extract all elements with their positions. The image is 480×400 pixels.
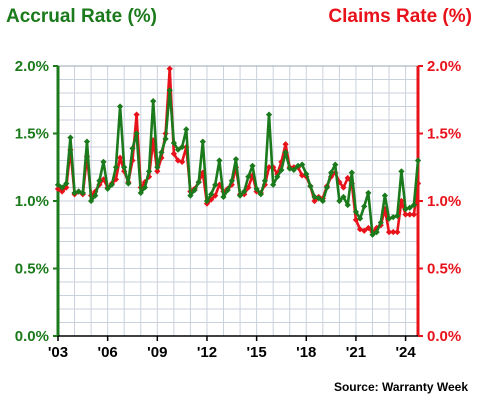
accrual-rate-point: [328, 169, 335, 176]
accrual-rate-point: [315, 195, 322, 202]
accrual-rate-point: [63, 180, 70, 187]
accrual-rate-point: [361, 203, 368, 210]
accrual-rate-point: [377, 219, 384, 226]
x-tick-label: '21: [346, 344, 366, 361]
accrual-rate-point: [414, 157, 422, 164]
accrual-rate-point: [166, 87, 173, 94]
accrual-rate-point: [357, 215, 364, 222]
accrual-rate-point: [183, 126, 190, 133]
accrual-rate-point: [162, 135, 169, 143]
accrual-rate-point: [129, 145, 136, 152]
accrual-rate-point: [365, 189, 372, 197]
accrual-rate-point: [199, 138, 206, 145]
accrual-rate-point: [79, 189, 86, 197]
right-y-tick-label: 0.0%: [427, 328, 461, 345]
right-y-tick-label: 0.5%: [427, 261, 461, 278]
accrual-rate-point: [100, 158, 107, 165]
accrual-rate-point: [59, 184, 66, 191]
accrual-rate-point: [170, 139, 178, 147]
claims-rate-point: [133, 111, 140, 118]
x-tick-label: '12: [197, 344, 217, 361]
accrual-rate-point: [104, 185, 111, 192]
claims-rate-point: [311, 197, 318, 205]
claims-rate-point: [116, 154, 124, 161]
accrual-rate-point: [236, 192, 244, 199]
left-y-tick-label: 1.5%: [15, 126, 49, 143]
accrual-rate-point: [261, 177, 269, 184]
accrual-rate-point: [257, 191, 264, 198]
accrual-rate-point: [112, 164, 120, 171]
claims-rate-point: [394, 228, 401, 236]
left-y-tick-label: 1.0%: [15, 193, 49, 210]
claims-rate-point: [406, 211, 413, 218]
right-y-tick-label: 1.5%: [427, 126, 461, 143]
accrual-rate-point: [191, 187, 198, 194]
accrual-rate-point: [87, 197, 95, 205]
accrual-rate-point: [299, 161, 306, 168]
accrual-rate-point: [150, 97, 157, 105]
accrual-rate-point: [249, 162, 256, 169]
claims-rate-point: [390, 228, 397, 236]
accrual-rate-point: [394, 212, 401, 219]
source-note: Source: Warranty Week: [333, 380, 468, 394]
accrual-rate-point: [348, 169, 355, 176]
accrual-rate-point: [195, 178, 202, 186]
accrual-rate-point: [116, 103, 124, 110]
accrual-rate-point: [398, 168, 405, 175]
accrual-rate-point: [216, 157, 223, 164]
left-y-tick-label: 0.5%: [15, 261, 49, 278]
right-axis-title: Claims Rate (%): [328, 6, 472, 27]
claims-rate-point: [402, 211, 409, 218]
accrual-rate-point: [83, 138, 91, 145]
accrual-rate-point: [232, 156, 240, 163]
accrual-rate-point: [336, 197, 343, 205]
right-y-tick-label: 1.0%: [427, 193, 461, 210]
claims-rate-point: [410, 211, 417, 218]
x-tick-label: '06: [98, 344, 118, 361]
accrual-rate-point: [303, 170, 310, 178]
claims-rate-point: [282, 141, 289, 148]
accrual-rate-point: [174, 146, 182, 153]
accrual-rate-point: [92, 192, 99, 199]
left-y-tick-label: 0.0%: [15, 328, 49, 345]
x-tick-label: '03: [48, 344, 68, 361]
accrual-rate-point: [67, 134, 74, 141]
accrual-rate-point: [265, 111, 273, 118]
x-tick-label: '15: [246, 344, 266, 361]
accrual-rate-point: [203, 197, 211, 205]
claims-rate-point: [170, 150, 178, 157]
accrual-rate-point: [307, 183, 314, 190]
claims-rate-point: [166, 65, 173, 72]
accrual-rate-point: [208, 191, 215, 198]
claims-rate-point: [58, 188, 66, 195]
accrual-rate-point: [381, 192, 389, 199]
accrual-rate-line: [57, 89, 420, 237]
x-tick-label: '18: [296, 344, 316, 361]
accrual-rate-point: [108, 181, 115, 188]
accrual-rate-point: [410, 201, 418, 209]
left-y-tick-label: 2.0%: [15, 58, 49, 75]
left-axis-title: Accrual Rate (%): [6, 6, 157, 27]
accrual-rate-point: [253, 185, 260, 192]
accrual-rate-point: [290, 166, 297, 174]
x-tick-label: '09: [147, 344, 167, 361]
accrual-rate-point: [187, 192, 194, 199]
accrual-rate-point: [245, 173, 252, 180]
accrual-rate-point: [332, 161, 339, 168]
accrual-rate-point: [282, 149, 289, 156]
accrual-rate-point: [96, 177, 103, 184]
x-tick-label: '24: [395, 344, 416, 361]
right-y-tick-label: 2.0%: [427, 58, 461, 75]
accrual-rate-point: [54, 181, 62, 188]
accrual-rate-point: [145, 168, 153, 175]
